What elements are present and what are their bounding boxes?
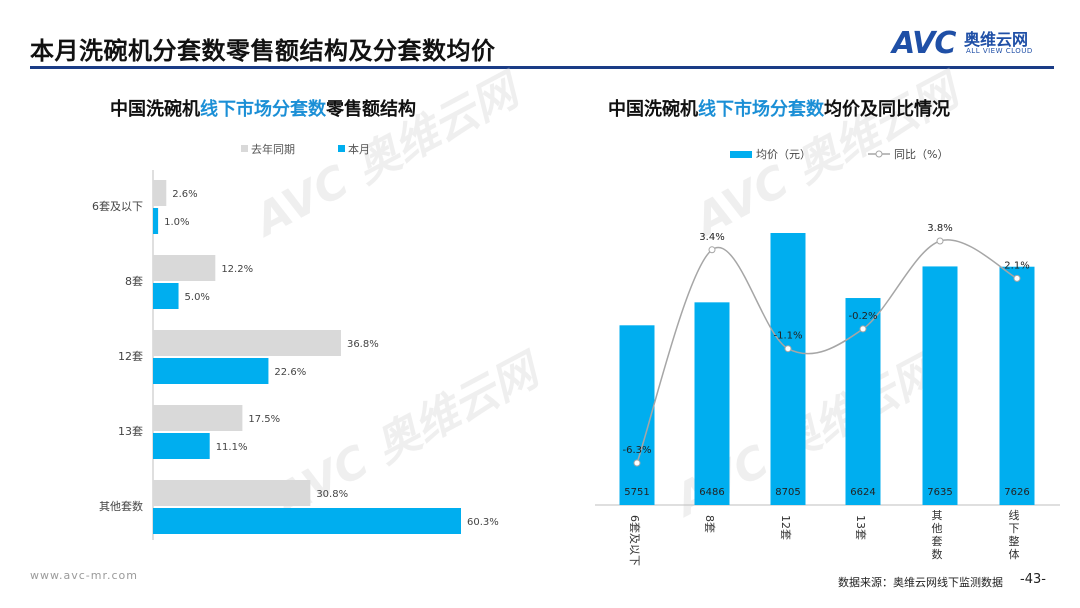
legend-label-current: 本月 [348, 142, 370, 156]
category-label: 13套 [854, 515, 867, 540]
yoy-point [859, 325, 867, 333]
bar-value-label: 7635 [927, 487, 952, 498]
category-label: 其他套数 [99, 500, 143, 513]
category-label: 12套 [118, 350, 143, 363]
bar-label-last-year: 17.5% [248, 414, 280, 425]
bar-avg-price [922, 266, 958, 505]
category-label: 6套及以下 [628, 515, 641, 566]
category-label: 12套 [779, 515, 792, 540]
category-label-char: 整 [1009, 534, 1020, 548]
yoy-label: 2.1% [1004, 260, 1029, 271]
website-url: www.avc-mr.com [30, 569, 138, 582]
category-label: 6套及以下 [92, 200, 143, 213]
yoy-label: -1.1% [773, 331, 802, 342]
category-label: 8套 [703, 515, 716, 533]
bar-current [153, 283, 179, 309]
bar-avg-price [770, 233, 806, 505]
category-label-char: 其 [932, 509, 943, 522]
right-title-post: 均价及同比情况 [824, 99, 950, 120]
avg-price-chart: 均价（元） 同比（%） 5751 6套及以下 6486 8套 8705 12套 6624 13套 7… [595, 148, 1060, 566]
left-title-post: 零售额结构 [326, 99, 416, 120]
yoy-label: 3.4% [699, 232, 724, 243]
logo-cn: 奥维云网 [964, 30, 1029, 49]
right-chart-title: 中国洗碗机线下市场分套数均价及同比情况 [608, 95, 950, 121]
legend-label-yoy: 同比（%） [894, 148, 948, 161]
structure-bar-chart: 去年同期 本月 2.6% 1.0% 6套及以下 12.2% 5.0% 8套 36.8% 22.6%… [92, 142, 499, 540]
yoy-label: -6.3% [622, 445, 651, 456]
yoy-point [784, 345, 792, 353]
bar-avg-price [999, 266, 1035, 505]
bar-current [153, 358, 269, 384]
bar-last-year [153, 180, 167, 206]
right-title-highlight: 线下市场分套数 [698, 99, 824, 120]
bar-avg-price [619, 325, 655, 505]
bar-current [153, 208, 159, 234]
left-chart-title: 中国洗碗机线下市场分套数零售额结构 [110, 95, 416, 121]
bar-label-last-year: 36.8% [347, 339, 379, 350]
bar-last-year [153, 480, 311, 506]
bar-label-current: 11.1% [216, 442, 248, 453]
category-label-char: 体 [1009, 547, 1020, 561]
legend-swatch-price [730, 151, 752, 158]
yoy-point [1013, 274, 1021, 282]
legend-label-last: 去年同期 [251, 142, 295, 156]
bar-last-year [153, 330, 341, 356]
logo-word: AVC [892, 26, 956, 61]
left-title-highlight: 线下市场分套数 [200, 99, 326, 120]
bar-label-last-year: 2.6% [172, 189, 197, 200]
header-divider [30, 66, 1054, 69]
bar-value-label: 7626 [1004, 487, 1029, 498]
yoy-line [636, 239, 1018, 464]
legend-swatch-last [241, 145, 248, 152]
bar-label-current: 60.3% [467, 517, 499, 528]
logo-en: ALL VIEW CLOUD [966, 47, 1033, 55]
data-source: 数据来源：奥维云网线下监测数据 [838, 576, 1003, 589]
bar-value-label: 6624 [850, 487, 875, 498]
page-title: 本月洗碗机分套数零售额结构及分套数均价 [30, 37, 496, 65]
bar-value-label: 5751 [624, 487, 649, 498]
bar-label-current: 5.0% [185, 292, 210, 303]
category-label-char: 套 [932, 535, 943, 548]
page-number: -43- [1020, 572, 1046, 587]
legend-label-price: 均价（元） [756, 148, 811, 161]
category-label: 8套 [125, 275, 143, 288]
yoy-label: 3.8% [927, 223, 952, 234]
legend-swatch-current [338, 145, 345, 152]
category-label-char: 数 [932, 548, 943, 561]
bar-label-current: 1.0% [164, 217, 189, 228]
yoy-point [708, 246, 716, 254]
bar-label-last-year: 30.8% [316, 489, 348, 500]
yoy-point [633, 459, 641, 467]
category-label: 13套 [118, 425, 143, 438]
category-label-char: 线 [1009, 508, 1020, 522]
yoy-label: -0.2% [848, 311, 877, 322]
bar-label-last-year: 12.2% [221, 264, 253, 275]
bar-current [153, 433, 210, 459]
bar-value-label: 6486 [699, 487, 724, 498]
category-label-char: 他 [932, 522, 943, 535]
left-title-pre: 中国洗碗机 [110, 99, 200, 120]
category-label: 线下整体 [1009, 508, 1020, 561]
category-label: 其他套数 [932, 509, 943, 561]
avc-logo: AVC 奥维云网 ALL VIEW CLOUD [892, 26, 1057, 61]
legend-marker-yoy [875, 150, 883, 158]
bar-avg-price [845, 298, 881, 505]
bar-avg-price [694, 302, 730, 505]
yoy-point [936, 237, 944, 245]
bar-last-year [153, 255, 216, 281]
right-title-pre: 中国洗碗机 [608, 99, 698, 120]
bar-last-year [153, 405, 243, 431]
bar-value-label: 8705 [775, 487, 800, 498]
category-label-char: 下 [1009, 522, 1020, 535]
bar-label-current: 22.6% [274, 367, 306, 378]
bar-current [153, 508, 461, 534]
